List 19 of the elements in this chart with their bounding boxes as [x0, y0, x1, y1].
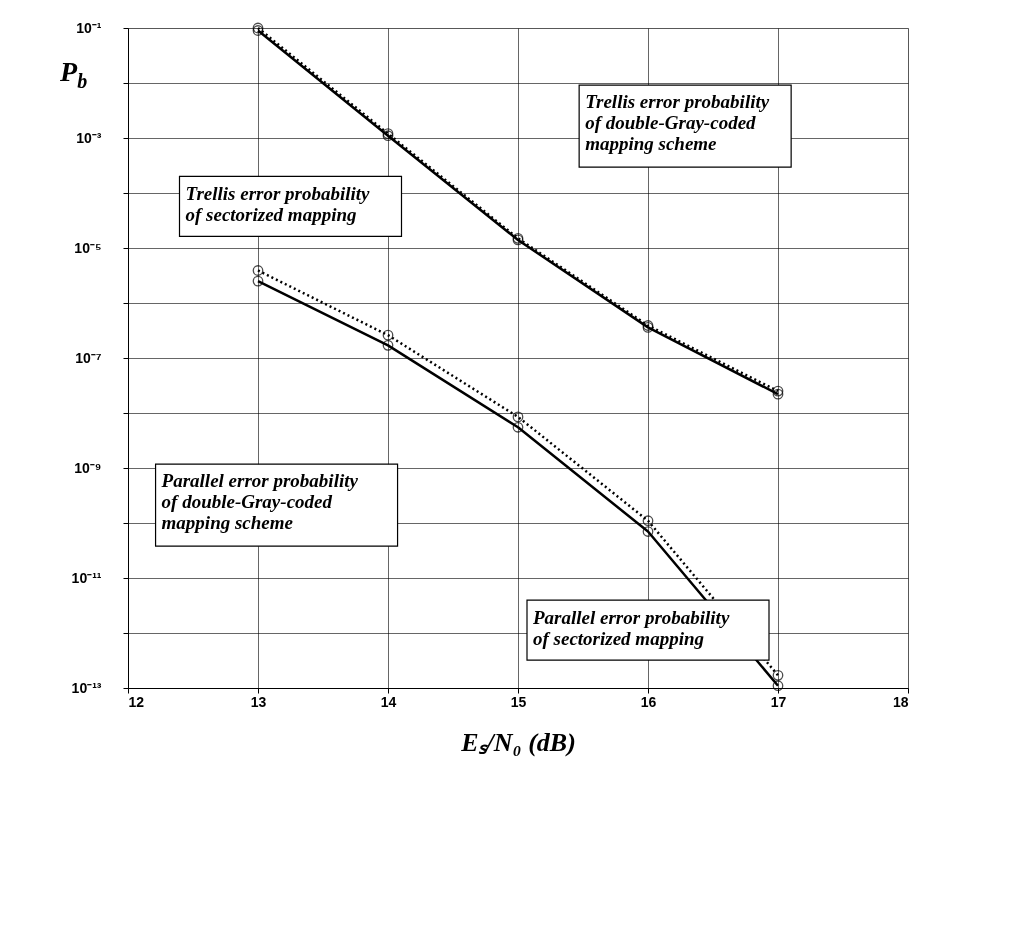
- x-tick-label: 13: [250, 693, 267, 710]
- x-tick-label: 17: [770, 693, 787, 710]
- annotation: Trellis error probability of double-Gray-coded mapping scheme: [585, 91, 770, 155]
- y-tick-label: 10⁻¹: [76, 19, 102, 36]
- y-tick-label: 10⁻¹¹: [71, 569, 102, 586]
- x-tick-label: 18: [892, 693, 909, 710]
- y-tick-label: 10⁻⁷: [75, 349, 102, 366]
- x-tick-label: 14: [380, 693, 397, 710]
- x-tick-label: 12: [128, 693, 145, 710]
- y-tick-label: 10⁻³: [76, 129, 102, 146]
- x-tick-label: 15: [510, 693, 527, 710]
- x-tick-label: 16: [640, 693, 657, 710]
- y-tick-label: 10⁻¹³: [71, 679, 102, 696]
- annotation: Parallel error probability of sectorized mapping: [532, 607, 730, 650]
- y-tick-label: 10⁻⁹: [74, 459, 102, 476]
- annotation: Trellis error probability of sectorized mapping: [185, 183, 371, 226]
- annotation: Parallel error probability of double-Gray-coded mapping scheme: [160, 470, 359, 534]
- x-axis-title: Eₛ/N₀ (dB): [460, 727, 576, 757]
- y-tick-label: 10⁻⁵: [74, 239, 102, 256]
